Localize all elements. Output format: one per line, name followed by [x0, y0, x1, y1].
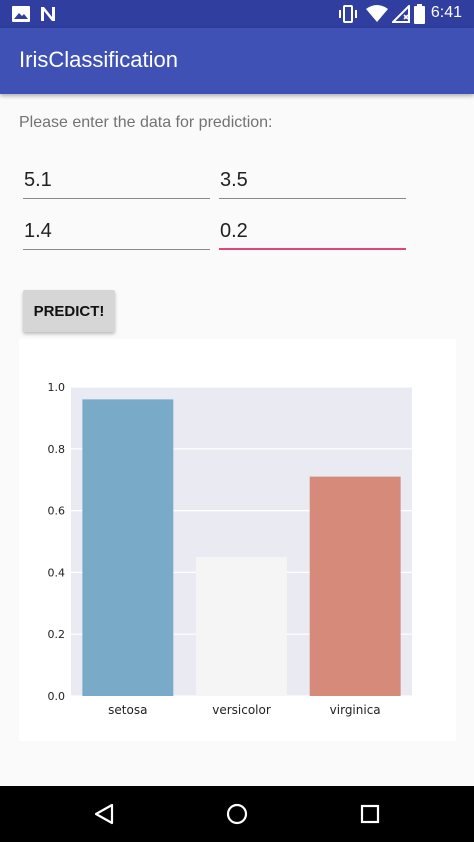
y-tick-label: 0.8 [48, 443, 66, 456]
bar-virginica [309, 476, 401, 696]
clock: 6:41 [430, 4, 462, 21]
prediction-chart: 0.0 0.2 0.4 0.6 0.8 1.0 setosa versicolor virgin… [19, 339, 456, 741]
predict-button[interactable]: PREDICT! [23, 290, 115, 332]
chart-svg: 0.0 0.2 0.4 0.6 0.8 1.0 setosa versicolor virgin… [48, 381, 412, 717]
x-tick-label: virginica [330, 703, 381, 717]
status-bar: 6:41 [0, 0, 474, 28]
y-tick-label: 0.6 [48, 505, 66, 518]
petal-length-field[interactable] [23, 214, 210, 250]
x-tick-label: setosa [108, 703, 147, 717]
notification-n-icon [41, 7, 55, 21]
app-title: IrisClassification [19, 47, 178, 72]
prompt-text: Please enter the data for prediction: [19, 114, 273, 131]
battery-icon [414, 4, 425, 24]
bar-setosa [82, 399, 174, 696]
vibrate-icon [339, 5, 357, 23]
no-sim-icon [392, 5, 410, 23]
petal-width-field[interactable] [219, 214, 406, 250]
y-tick-label: 1.0 [48, 381, 66, 394]
sepal-length-field[interactable] [23, 163, 210, 199]
app-bar: IrisClassification [0, 28, 474, 94]
home-icon[interactable] [226, 803, 248, 825]
x-tick-label: versicolor [212, 703, 271, 717]
back-icon[interactable] [93, 803, 115, 825]
bar-versicolor [196, 556, 287, 696]
recents-icon[interactable] [360, 804, 380, 824]
y-tick-label: 0.4 [48, 566, 66, 579]
wifi-icon [366, 5, 388, 22]
sepal-width-field[interactable] [219, 163, 406, 199]
y-tick-label: 0.0 [48, 690, 66, 703]
image-icon [12, 6, 30, 22]
nav-bar [0, 786, 474, 842]
y-tick-label: 0.2 [48, 628, 66, 641]
